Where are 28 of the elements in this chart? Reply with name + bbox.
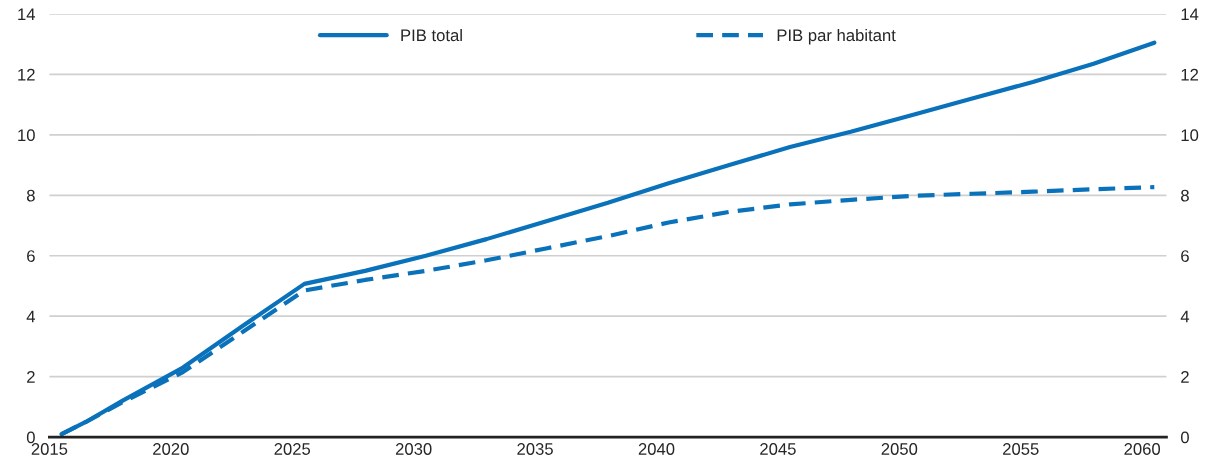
y-tick-label: 8: [26, 189, 35, 202]
x-tick-label: 2030: [395, 443, 432, 455]
x-tick-label: 2045: [760, 443, 796, 455]
y2-tick-label: 8: [1181, 189, 1189, 202]
y-tick-label: 12: [18, 68, 35, 81]
x-tick-label: 2050: [881, 443, 918, 455]
y2-tick-label: 0: [1180, 431, 1189, 444]
y2-tick-label: 10: [1181, 129, 1199, 142]
x-tick-label: 2060: [1124, 443, 1161, 455]
y-tick-label: 4: [26, 310, 36, 323]
y2-tick-label: 2: [1181, 371, 1189, 383]
y-tick-label: 2: [27, 371, 35, 383]
y2-tick-label: 12: [1181, 68, 1199, 81]
legend-label: PIB par habitant: [777, 28, 896, 45]
y2-tick-label: 14: [1181, 8, 1199, 20]
y-tick-label: 0: [26, 431, 35, 444]
x-tick-label: 2020: [153, 443, 189, 455]
legend-label: PIB total: [401, 28, 462, 42]
y-tick-label: 10: [18, 129, 35, 142]
x-tick-label: 2035: [517, 443, 553, 455]
y2-tick-label: 6: [1181, 250, 1189, 262]
x-tick-label: 2025: [274, 443, 311, 455]
x-tick-label: 2040: [638, 443, 675, 455]
y-tick-label: 14: [18, 8, 36, 20]
y-tick-label: 6: [27, 250, 35, 262]
x-tick-label: 2055: [1003, 443, 1039, 455]
x-tick-label: 2015: [31, 443, 68, 455]
y2-tick-label: 4: [1180, 310, 1190, 323]
